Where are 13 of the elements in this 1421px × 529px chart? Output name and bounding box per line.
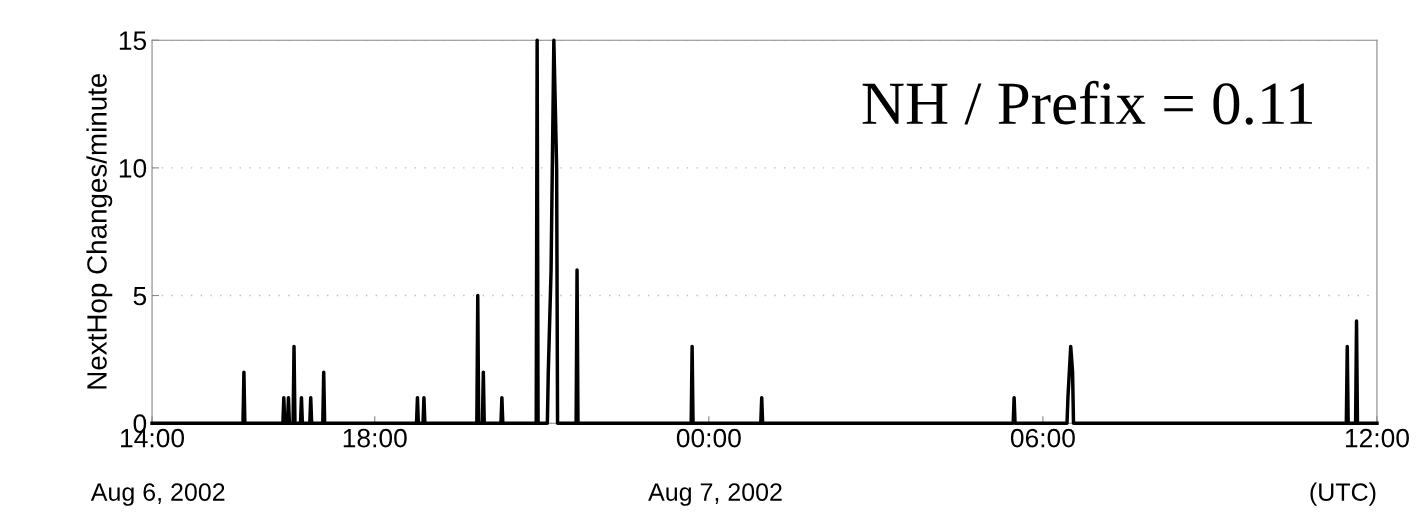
text: Aug 7, 2002 bbox=[648, 483, 782, 506]
x-tick-label: 12:00 bbox=[1345, 428, 1409, 448]
x-tick-label: 00:00 bbox=[676, 428, 741, 448]
y-tick-label: 10 bbox=[119, 159, 147, 178]
line-series bbox=[150, 38, 1379, 425]
annotation: NH / Prefix = 0.11 bbox=[862, 80, 1313, 125]
y-tick-label: 5 bbox=[133, 286, 147, 306]
text: Aug 6, 2002 bbox=[90, 483, 225, 506]
y-tick-label: 15 bbox=[119, 31, 147, 51]
y-axis-title: NextHop Changes/minute bbox=[86, 73, 113, 389]
x-tick-label: 18:00 bbox=[343, 428, 407, 448]
x-tick-label: 06:00 bbox=[1010, 428, 1075, 448]
text: (UTC) bbox=[1310, 482, 1376, 506]
